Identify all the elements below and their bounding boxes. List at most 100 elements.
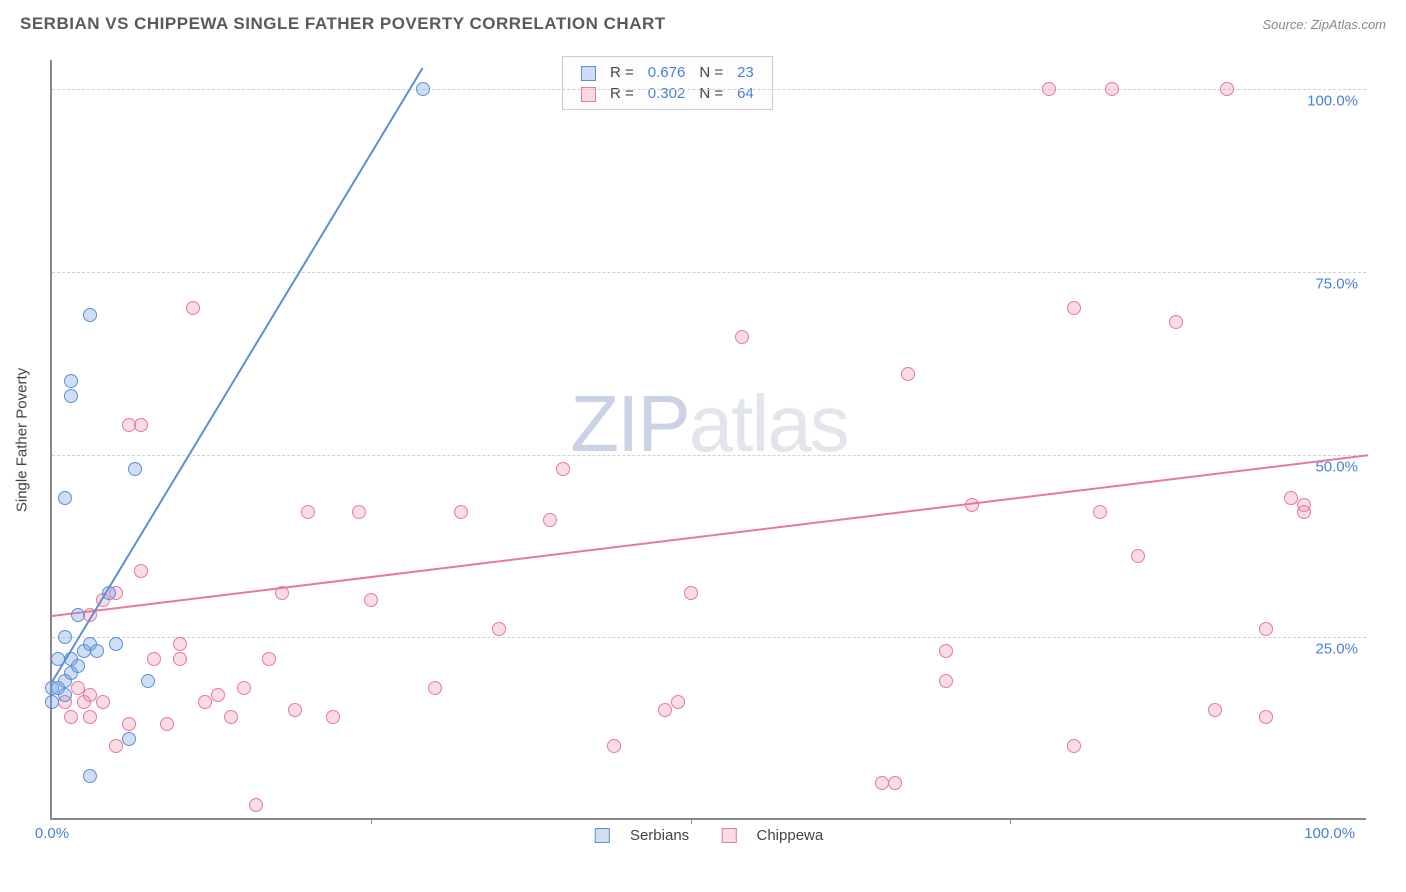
scatter-point-serbians xyxy=(122,732,136,746)
scatter-point-serbians xyxy=(58,491,72,505)
scatter-point-chippewa xyxy=(939,644,953,658)
scatter-point-chippewa xyxy=(326,710,340,724)
stats-legend: R =0.676 N =23 R =0.302 N =64 xyxy=(562,56,773,110)
scatter-point-chippewa xyxy=(556,462,570,476)
scatter-point-chippewa xyxy=(658,703,672,717)
stats-row-serbians: R =0.676 N =23 xyxy=(575,63,760,82)
scatter-point-serbians xyxy=(64,389,78,403)
scatter-point-chippewa xyxy=(1259,622,1273,636)
chart-header: SERBIAN VS CHIPPEWA SINGLE FATHER POVERT… xyxy=(20,14,1386,34)
scatter-plot: ZIPatlas R =0.676 N =23 R =0.302 N =64 S… xyxy=(50,60,1366,820)
scatter-point-chippewa xyxy=(71,681,85,695)
y-axis-label: Single Father Poverty xyxy=(14,368,31,512)
n-value-chippewa: 64 xyxy=(731,84,760,103)
stats-row-chippewa: R =0.302 N =64 xyxy=(575,84,760,103)
scatter-point-chippewa xyxy=(288,703,302,717)
scatter-point-chippewa xyxy=(1067,739,1081,753)
scatter-point-serbians xyxy=(416,82,430,96)
scatter-point-chippewa xyxy=(352,505,366,519)
scatter-point-chippewa xyxy=(428,681,442,695)
scatter-point-chippewa xyxy=(1297,505,1311,519)
scatter-point-chippewa xyxy=(83,710,97,724)
gridline xyxy=(52,637,1366,638)
scatter-point-serbians xyxy=(64,374,78,388)
scatter-point-chippewa xyxy=(262,652,276,666)
scatter-point-chippewa xyxy=(147,652,161,666)
trendline-chippewa xyxy=(52,455,1368,618)
scatter-point-chippewa xyxy=(301,505,315,519)
scatter-point-serbians xyxy=(71,608,85,622)
chart-title: SERBIAN VS CHIPPEWA SINGLE FATHER POVERT… xyxy=(20,14,666,34)
scatter-point-serbians xyxy=(109,637,123,651)
scatter-point-chippewa xyxy=(735,330,749,344)
scatter-point-serbians xyxy=(58,630,72,644)
ytick-label: 100.0% xyxy=(1307,93,1358,110)
scatter-point-serbians xyxy=(90,644,104,658)
scatter-point-chippewa xyxy=(1169,315,1183,329)
scatter-point-chippewa xyxy=(888,776,902,790)
scatter-point-serbians xyxy=(83,308,97,322)
gridline xyxy=(52,272,1366,273)
gridline xyxy=(52,89,1366,90)
scatter-point-chippewa xyxy=(224,710,238,724)
scatter-point-chippewa xyxy=(1259,710,1273,724)
scatter-point-serbians xyxy=(58,688,72,702)
scatter-point-chippewa xyxy=(939,674,953,688)
n-value-serbians: 23 xyxy=(731,63,760,82)
legend-label-chippewa: Chippewa xyxy=(757,827,824,844)
scatter-point-chippewa xyxy=(83,688,97,702)
scatter-point-chippewa xyxy=(1284,491,1298,505)
scatter-point-chippewa xyxy=(607,739,621,753)
scatter-point-chippewa xyxy=(160,717,174,731)
source-attribution: Source: ZipAtlas.com xyxy=(1262,17,1386,32)
scatter-point-chippewa xyxy=(237,681,251,695)
scatter-point-chippewa xyxy=(173,652,187,666)
scatter-point-chippewa xyxy=(211,688,225,702)
xtick-mark xyxy=(371,818,372,824)
scatter-point-serbians xyxy=(83,769,97,783)
scatter-point-chippewa xyxy=(134,564,148,578)
scatter-point-chippewa xyxy=(1093,505,1107,519)
legend-label-serbians: Serbians xyxy=(630,827,689,844)
scatter-point-serbians xyxy=(128,462,142,476)
legend-swatch-serbians-bottom xyxy=(595,828,610,843)
xtick-mark xyxy=(691,818,692,824)
scatter-point-chippewa xyxy=(364,593,378,607)
scatter-point-chippewa xyxy=(198,695,212,709)
scatter-point-chippewa xyxy=(64,710,78,724)
scatter-point-chippewa xyxy=(186,301,200,315)
scatter-point-chippewa xyxy=(684,586,698,600)
xtick-mark xyxy=(1010,818,1011,824)
scatter-point-chippewa xyxy=(671,695,685,709)
scatter-point-chippewa xyxy=(1105,82,1119,96)
scatter-point-chippewa xyxy=(454,505,468,519)
scatter-point-chippewa xyxy=(134,418,148,432)
scatter-point-chippewa xyxy=(109,739,123,753)
scatter-point-chippewa xyxy=(543,513,557,527)
scatter-point-chippewa xyxy=(173,637,187,651)
xtick-label: 0.0% xyxy=(35,825,69,842)
legend-swatch-serbians xyxy=(581,66,596,81)
series-legend: Serbians Chippewa xyxy=(587,826,831,844)
xtick-label: 100.0% xyxy=(1304,825,1355,842)
scatter-point-chippewa xyxy=(122,717,136,731)
scatter-point-chippewa xyxy=(1208,703,1222,717)
legend-swatch-chippewa-bottom xyxy=(721,828,736,843)
ytick-label: 25.0% xyxy=(1315,641,1358,658)
scatter-point-chippewa xyxy=(1067,301,1081,315)
scatter-point-chippewa xyxy=(249,798,263,812)
scatter-point-serbians xyxy=(141,674,155,688)
scatter-point-chippewa xyxy=(96,695,110,709)
ytick-label: 75.0% xyxy=(1315,275,1358,292)
gridline xyxy=(52,455,1366,456)
scatter-point-chippewa xyxy=(901,367,915,381)
scatter-point-serbians xyxy=(71,659,85,673)
r-value-chippewa: 0.302 xyxy=(642,84,692,103)
scatter-point-chippewa xyxy=(492,622,506,636)
scatter-point-chippewa xyxy=(1220,82,1234,96)
trendline-serbians xyxy=(51,68,423,683)
scatter-point-chippewa xyxy=(1042,82,1056,96)
scatter-point-chippewa xyxy=(1131,549,1145,563)
watermark: ZIPatlas xyxy=(570,378,847,470)
r-value-serbians: 0.676 xyxy=(642,63,692,82)
